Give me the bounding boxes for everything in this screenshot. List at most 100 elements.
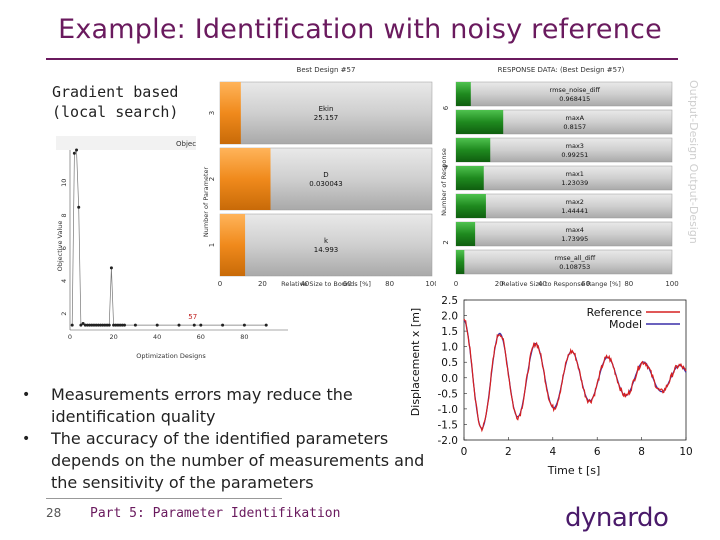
response-y-tick: 6 — [442, 105, 450, 110]
parameter-x-tick: 60 — [343, 280, 352, 288]
response-bar-rmse-noise-diff — [456, 82, 471, 106]
line-y-tick: 2.5 — [441, 295, 458, 307]
response-x-tick: 40 — [538, 280, 547, 288]
method-subtitle: Gradient based (local search) — [52, 83, 179, 121]
title-underline — [46, 58, 678, 60]
history-point — [96, 323, 100, 327]
history-point — [221, 323, 225, 327]
history-point — [90, 323, 94, 327]
response-bar-name: max1 — [566, 170, 584, 178]
line-y-tick: 2.0 — [441, 311, 458, 323]
history-point — [155, 323, 159, 327]
response-bar-rmse-all-diff — [456, 250, 465, 274]
history-best-label: 57 — [188, 313, 197, 321]
response-bar-track — [455, 221, 673, 247]
footer-section-title: Part 5: Parameter Identifikation — [90, 506, 341, 521]
response-x-tick: 100 — [665, 280, 678, 288]
parameter-bar-d — [220, 148, 271, 210]
bullet-dot: • — [22, 387, 31, 403]
bullet-text: The accuracy of the identified parameter… — [51, 429, 425, 492]
parameter-bar-ekin — [220, 82, 241, 144]
line-y-tick: 1.5 — [441, 326, 458, 338]
history-point — [77, 205, 81, 209]
line-y-tick: 1.0 — [441, 342, 458, 354]
history-point — [120, 323, 124, 327]
history-y-tick: 10 — [60, 179, 68, 187]
parameter-bars-panel: Best Design #57 Ekin 25.157 D 0.030043 k 14.9… — [196, 62, 439, 290]
parameter-x-tick: 40 — [300, 280, 309, 288]
history-x-tick: 20 — [109, 333, 117, 341]
history-point — [88, 323, 92, 327]
parameter-x-tick: 0 — [218, 280, 222, 288]
parameter-bar-name: Ekin — [319, 105, 334, 113]
footer-divider — [46, 498, 282, 499]
parameter-bar-k — [220, 214, 246, 276]
response-y-tick: 2 — [442, 240, 450, 244]
response-bar-value: 0.968415 — [559, 95, 590, 103]
history-y-label: Objective Value — [56, 221, 64, 272]
history-point — [133, 323, 137, 327]
response-bar-name: max2 — [566, 198, 584, 206]
line-y-tick: -2.0 — [438, 435, 459, 447]
response-bar-track — [455, 193, 673, 219]
history-y-tick: 6 — [60, 246, 68, 250]
parameter-bar-value: 0.030043 — [309, 180, 342, 188]
bullet-list: • Measurements errors may reduce the ide… — [22, 384, 432, 494]
parameter-x-tick: 20 — [258, 280, 267, 288]
parameter-y-tick: 1 — [208, 243, 216, 247]
response-x-tick: 60 — [581, 280, 590, 288]
response-bar-maxA — [456, 110, 504, 134]
line-x-tick: 0 — [461, 446, 468, 458]
response-bar-track — [455, 165, 673, 191]
response-bar-track — [455, 249, 673, 275]
line-y-tick: 0.0 — [441, 373, 458, 385]
response-bar-name: rmse_all_diff — [554, 254, 595, 262]
history-point — [114, 323, 118, 327]
history-point — [79, 323, 83, 327]
displacement-line-chart: 2.5 2.0 1.5 1.0 0.5 0.0 -0.5 -1.0 -1.5 -2.00 2 4 6 8 1… — [404, 292, 694, 482]
displacement-axis-label: Displacement x [m] — [409, 308, 422, 416]
displacement-chart-panel: 2.5 2.0 1.5 1.0 0.5 0.0 -0.5 -1.0 -1.5 -2.0 0 2 4 6 8 1… — [404, 292, 694, 482]
history-point — [85, 323, 89, 327]
history-point — [75, 148, 79, 152]
history-point — [94, 323, 98, 327]
response-y-tick: 4 — [442, 164, 450, 169]
line-x-tick: 10 — [679, 446, 692, 458]
response-bar-value: 1.73995 — [561, 235, 588, 243]
history-point — [242, 323, 246, 327]
history-point — [116, 323, 120, 327]
line-x-tick: 6 — [594, 446, 601, 458]
history-point — [81, 321, 85, 325]
history-point — [177, 323, 181, 327]
response-bar-track — [455, 137, 673, 163]
line-x-tick: 2 — [505, 446, 512, 458]
history-point — [112, 323, 116, 327]
response-bar-name: max4 — [566, 226, 584, 234]
dynardo-logo-mark: dynardo — [565, 503, 669, 533]
response-bar-max3 — [456, 138, 491, 162]
line-x-tick: 8 — [638, 446, 645, 458]
history-y-tick: 8 — [60, 213, 68, 217]
parameter-bar-name: D — [323, 171, 328, 179]
history-point — [105, 323, 109, 327]
response-bar-value: 0.108753 — [559, 263, 590, 271]
logo-wordmark: dynardo — [565, 503, 668, 533]
parameter-bar-track — [219, 213, 433, 277]
response-bar-name: maxA — [565, 114, 584, 122]
watermark-text: Output-Design Output-Design — [687, 80, 700, 244]
response-bar-value: 0.8157 — [563, 123, 586, 131]
response-bar-name: rmse_noise_diff — [550, 86, 601, 94]
history-point — [70, 323, 74, 327]
parameter-bar-track — [219, 81, 433, 145]
history-x-tick: 0 — [68, 333, 72, 341]
line-y-tick: -1.5 — [438, 419, 459, 431]
parameter-bar-value: 14.993 — [314, 246, 339, 254]
history-point — [101, 323, 105, 327]
history-point — [264, 323, 268, 327]
bullet-text: Measurements errors may reduce the ident… — [51, 385, 353, 426]
parameter-bar-name: k — [324, 237, 329, 245]
bullet-item: • Measurements errors may reduce the ide… — [22, 384, 432, 428]
history-point — [107, 323, 111, 327]
history-x-tick: 60 — [197, 333, 205, 341]
